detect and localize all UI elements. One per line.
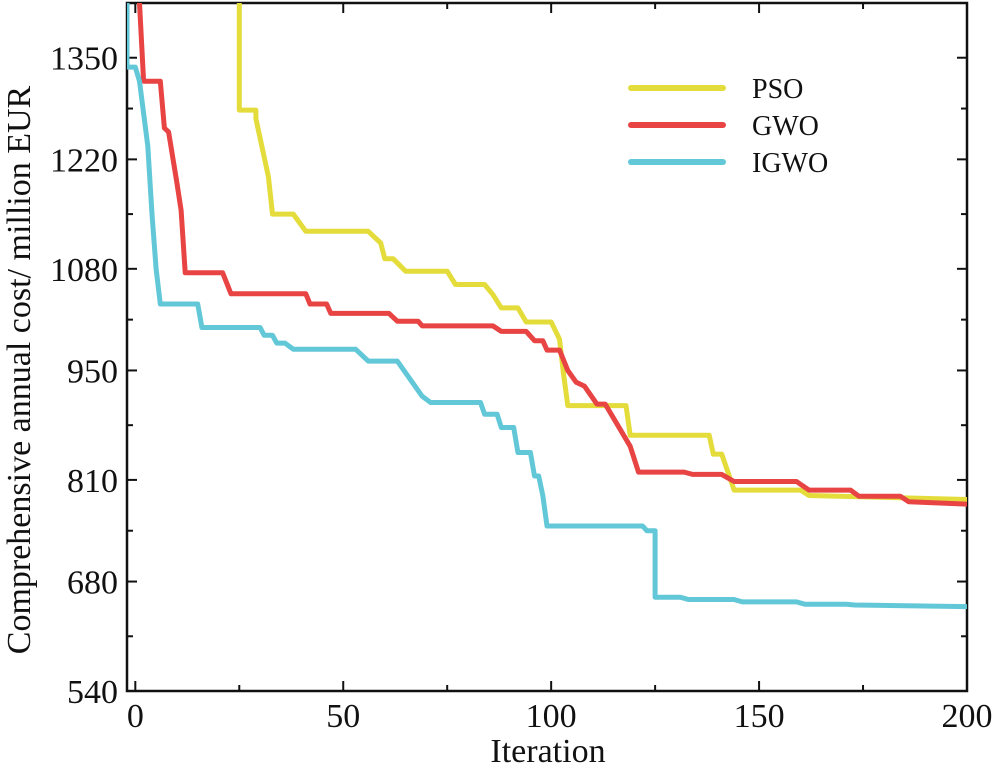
legend-label-pso: PSO	[752, 74, 803, 105]
y-tick-label: 1350	[50, 41, 118, 78]
y-tick-label: 540	[67, 674, 118, 711]
series-layer	[127, 3, 967, 610]
legend-label-gwo: GWO	[752, 111, 819, 142]
legend: PSO GWO IGWO	[628, 74, 828, 179]
y-tick-label: 1080	[50, 252, 118, 289]
y-tick-label: 1220	[50, 142, 118, 179]
y-axis-title: Comprehensive annual cost/ million EUR	[1, 85, 38, 654]
x-tick-label: 150	[734, 698, 785, 735]
axis-ticks: 0 50 100 150 200 540 680 810 950 1080 1220 1350	[50, 3, 993, 735]
series-line-gwo	[137, 3, 967, 507]
legend-label-igwo: IGWO	[752, 148, 828, 179]
y-tick-label: 680	[67, 565, 118, 602]
series-line-pso	[236, 3, 967, 502]
series-line-igwo	[127, 3, 967, 610]
x-axis-title: Iteration	[490, 733, 605, 768]
x-tick-label: 200	[942, 698, 993, 735]
y-tick-label: 950	[67, 353, 118, 390]
x-tick-label: 50	[326, 698, 360, 735]
x-tick-label: 0	[127, 698, 144, 735]
plot-frame	[125, 1, 969, 693]
y-tick-label: 810	[67, 463, 118, 500]
x-tick-label: 100	[526, 698, 577, 735]
